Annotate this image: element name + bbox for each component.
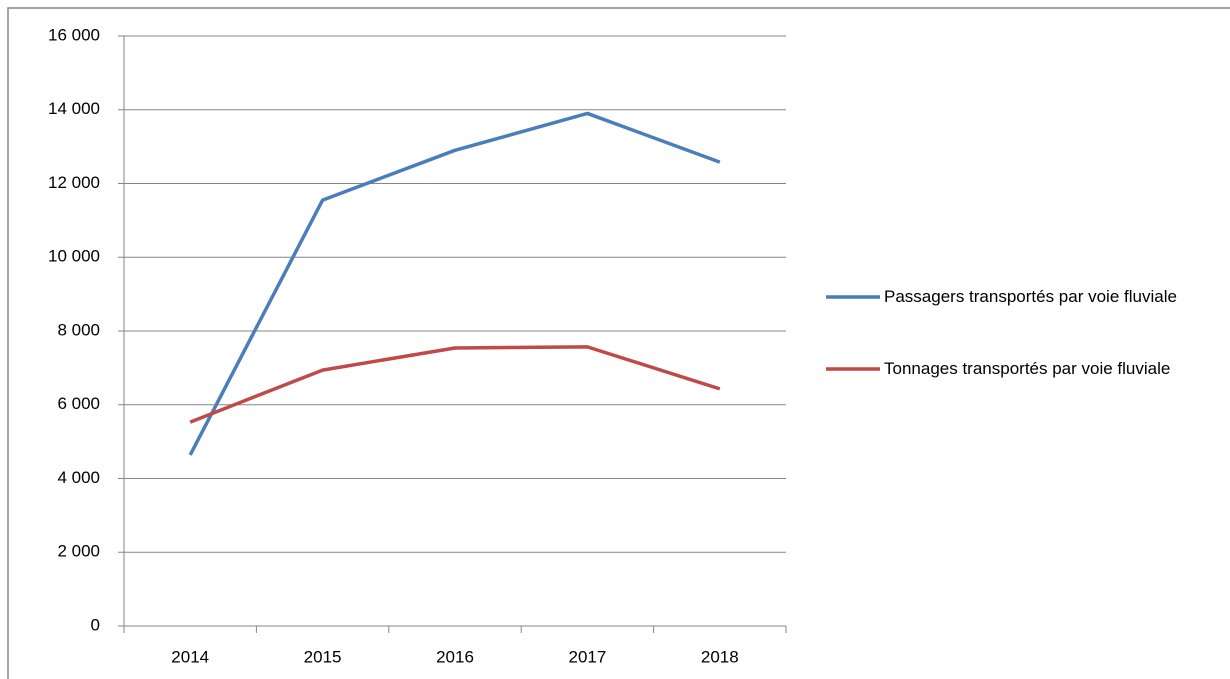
x-tick-label: 2017 <box>568 647 606 666</box>
series-line <box>189 345 721 424</box>
y-tick-label: 14 000 <box>48 99 100 118</box>
legend-label: Tonnages transportés par voie fluviale <box>884 359 1171 378</box>
y-tick-label: 12 000 <box>48 173 100 192</box>
chart-border <box>7 7 1230 679</box>
y-tick-label: 0 <box>91 615 100 634</box>
y-tick-label: 8 000 <box>57 320 100 339</box>
x-tick-label: 2016 <box>436 647 474 666</box>
y-tick-label: 4 000 <box>57 468 100 487</box>
legend-label: Passagers transportés par voie fluviale <box>884 287 1177 306</box>
y-tick-label: 16 000 <box>48 25 100 44</box>
series-line <box>188 111 721 456</box>
y-tick-label: 6 000 <box>57 394 100 413</box>
x-tick-label: 2014 <box>171 647 209 666</box>
y-tick-label: 10 000 <box>48 247 100 266</box>
y-tick-label: 2 000 <box>57 542 100 561</box>
x-tick-label: 2015 <box>304 647 342 666</box>
x-tick-label: 2018 <box>701 647 739 666</box>
